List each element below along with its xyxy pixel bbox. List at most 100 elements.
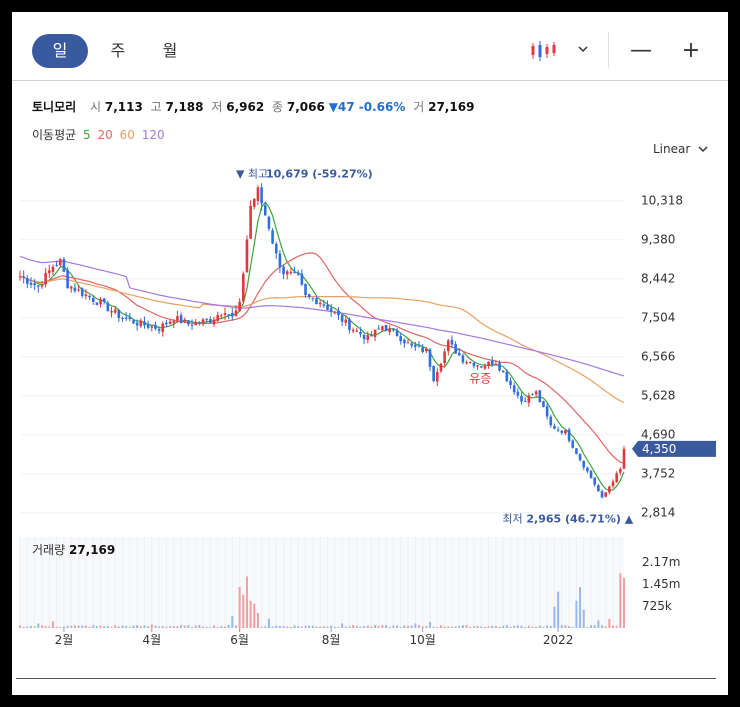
- volume-bar: [553, 606, 556, 628]
- candle-body: [479, 366, 483, 368]
- open-label: 시: [90, 100, 102, 114]
- price-tick-label: 8,442: [641, 272, 675, 286]
- volume-bar: [187, 625, 190, 628]
- volume-bar: [604, 626, 607, 628]
- candle-body: [476, 365, 479, 367]
- candle-body: [212, 319, 216, 325]
- volume-bar: [125, 625, 128, 628]
- volume-bar: [505, 625, 508, 628]
- volume-bar: [601, 625, 604, 628]
- volume-bar: [546, 625, 549, 628]
- candle-body: [370, 335, 373, 337]
- candle-body: [190, 324, 194, 326]
- volume-bar: [44, 625, 47, 628]
- ma-20-line: [19, 252, 625, 464]
- price-axis: 10,318 9,380 8,442 7,504 6,566 5,628 4,690 3,75…: [632, 194, 716, 520]
- volume-value: 27,169: [428, 100, 475, 114]
- high-annotation-value: 10,679 (-59.27%): [266, 168, 373, 181]
- candle-body: [516, 391, 520, 396]
- moving-average-legend: 이동평균 5 20 60 120: [32, 126, 168, 143]
- candle-body: [245, 239, 249, 272]
- candlestick-icon[interactable]: [530, 39, 558, 63]
- volume-bar: [619, 573, 622, 628]
- tab-weekly[interactable]: 주: [110, 41, 126, 60]
- zoom-in-button[interactable]: +: [681, 38, 701, 63]
- volume-grid: [19, 537, 624, 628]
- volume-bar: [234, 625, 237, 628]
- volume-bar: [363, 626, 366, 628]
- volume-bar: [348, 626, 351, 628]
- scale-mode-dropdown[interactable]: Linear: [653, 142, 708, 156]
- candle-body: [139, 320, 143, 327]
- active-tab-pill: [32, 34, 88, 68]
- volume-panel-bg: [20, 537, 624, 628]
- candle-body: [498, 362, 501, 371]
- volume-bar: [176, 626, 179, 628]
- candle-body: [553, 426, 556, 429]
- candle-body: [300, 273, 304, 285]
- ma-20-label: 20: [97, 128, 113, 142]
- candle-body: [399, 336, 403, 342]
- candle-body: [216, 315, 219, 322]
- volume-bar: [385, 625, 388, 628]
- candle-body: [436, 372, 439, 382]
- time-axis: 2월 4월 6월 8월 10월 2022: [55, 628, 574, 647]
- volume-bar: [608, 618, 611, 628]
- volume-bar: [304, 625, 307, 628]
- candle-body: [296, 272, 300, 275]
- candle-body: [454, 344, 457, 354]
- volume-bar: [472, 626, 475, 628]
- candle-body: [209, 318, 212, 323]
- candle-body: [198, 322, 201, 324]
- candle-body: [582, 460, 586, 468]
- volume-bar: [447, 626, 450, 628]
- low-value: 6,962: [226, 100, 265, 114]
- candle-body: [289, 272, 293, 274]
- volume-bar: [443, 626, 446, 628]
- volume-bar: [278, 625, 281, 628]
- volume-bar: [568, 626, 571, 628]
- candle-body: [176, 316, 179, 321]
- candle-body: [318, 302, 322, 305]
- candle-body: [69, 286, 73, 289]
- candle-body: [51, 266, 55, 272]
- volume-bar: [407, 625, 410, 628]
- volume-bar: [374, 624, 377, 628]
- candle-body: [355, 330, 359, 332]
- time-tick-label: 2022: [543, 633, 574, 647]
- volume-bar: [549, 626, 552, 628]
- low-annotation-label: 최저: [502, 512, 522, 525]
- candle-body: [446, 340, 450, 352]
- candle-body: [619, 468, 622, 473]
- volume-bar: [220, 626, 223, 628]
- candle-body: [150, 326, 154, 328]
- current-price-label: 4,350: [642, 442, 676, 456]
- zoom-out-button[interactable]: —: [630, 38, 652, 63]
- chevron-down-icon[interactable]: [578, 45, 588, 53]
- candle-body: [406, 342, 410, 344]
- volume-bar: [253, 603, 256, 628]
- candle-body: [91, 298, 95, 302]
- candle-body: [439, 363, 443, 372]
- volume-section-value: 27,169: [68, 543, 116, 557]
- volume-bar: [527, 625, 530, 628]
- volume-bar: [337, 627, 340, 628]
- tab-monthly[interactable]: 월: [162, 41, 178, 60]
- volume-bar: [388, 626, 391, 628]
- high-label: 고: [150, 100, 162, 114]
- candle-body: [143, 321, 146, 326]
- volume-bar: [147, 626, 150, 628]
- volume-bar: [26, 626, 29, 628]
- candle-body: [615, 473, 618, 483]
- candle-body: [622, 448, 626, 469]
- ma-5-label: 5: [83, 128, 91, 142]
- candle-body: [395, 330, 399, 337]
- ma-120-label: 120: [141, 128, 165, 142]
- candle-body: [410, 343, 413, 346]
- volume-bar: [414, 623, 417, 628]
- tab-daily[interactable]: 일: [52, 41, 68, 60]
- candle-body: [608, 486, 611, 493]
- candle-body: [205, 319, 208, 321]
- candle-body: [95, 302, 99, 305]
- price-chart[interactable]: 10,318 9,380 8,442 7,504 6,566 5,628 4,690 3,75…: [12, 12, 728, 695]
